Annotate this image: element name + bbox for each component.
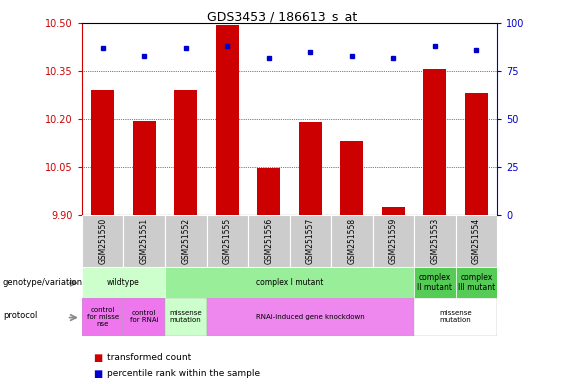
Text: RNAi-induced gene knockdown: RNAi-induced gene knockdown (256, 314, 364, 320)
Bar (123, 215, 165, 267)
Text: transformed count: transformed count (107, 353, 192, 361)
Bar (455, 267, 497, 298)
Text: GSM251552: GSM251552 (181, 218, 190, 264)
Bar (331, 215, 373, 267)
Text: control
for RNAi: control for RNAi (130, 310, 159, 323)
Bar (207, 215, 248, 267)
Text: wildtype: wildtype (107, 278, 140, 287)
Bar (424, 70, 446, 215)
Bar (165, 215, 207, 267)
Bar (258, 168, 280, 215)
Bar (455, 215, 497, 267)
Bar (341, 141, 363, 215)
Bar (414, 267, 455, 298)
Bar (165, 298, 207, 336)
Text: missense
mutation: missense mutation (170, 310, 202, 323)
Bar (82, 298, 123, 336)
Text: percentile rank within the sample: percentile rank within the sample (107, 369, 260, 378)
Text: GSM251554: GSM251554 (472, 218, 481, 264)
Text: GSM251551: GSM251551 (140, 218, 149, 264)
Text: GSM251557: GSM251557 (306, 218, 315, 264)
Bar (207, 298, 414, 336)
Text: control
for misse
nse: control for misse nse (86, 307, 119, 327)
Bar (82, 267, 165, 298)
Text: ■: ■ (93, 353, 102, 362)
Text: ■: ■ (93, 369, 102, 379)
Text: GSM251553: GSM251553 (431, 218, 440, 264)
Bar (299, 122, 321, 215)
Bar (373, 215, 414, 267)
Bar (165, 267, 414, 298)
Text: GSM251550: GSM251550 (98, 218, 107, 264)
Text: protocol: protocol (3, 311, 37, 320)
Text: genotype/variation: genotype/variation (3, 278, 83, 287)
Bar (289, 215, 331, 267)
Text: GDS3453 / 186613_s_at: GDS3453 / 186613_s_at (207, 10, 358, 23)
Text: GSM251556: GSM251556 (264, 218, 273, 264)
Bar (82, 215, 123, 267)
Bar (382, 207, 405, 215)
Text: complex
II mutant: complex II mutant (418, 273, 453, 292)
Bar (414, 215, 455, 267)
Bar (123, 298, 165, 336)
Bar (248, 215, 289, 267)
Bar (414, 298, 497, 336)
Text: GSM251559: GSM251559 (389, 218, 398, 264)
Text: GSM251558: GSM251558 (347, 218, 357, 264)
Bar (216, 25, 238, 215)
Bar (133, 121, 155, 215)
Bar (92, 90, 114, 215)
Text: GSM251555: GSM251555 (223, 218, 232, 264)
Text: complex
III mutant: complex III mutant (458, 273, 495, 292)
Bar (465, 93, 488, 215)
Text: complex I mutant: complex I mutant (256, 278, 323, 287)
Bar (175, 90, 197, 215)
Text: missense
mutation: missense mutation (440, 310, 472, 323)
